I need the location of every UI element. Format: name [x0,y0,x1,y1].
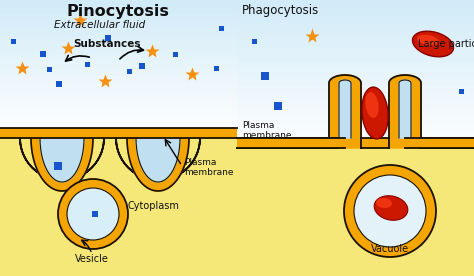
Text: Substances: Substances [73,39,141,49]
Polygon shape [339,80,351,138]
Bar [173,52,179,57]
Ellipse shape [417,35,439,45]
Bar [237,47,474,55]
Text: Phagocytosis: Phagocytosis [242,4,319,17]
Bar [420,138,474,148]
Bar [0,62,237,69]
Bar [237,86,474,94]
Bar [237,148,474,156]
Bar [0,21,237,28]
Text: Large particle: Large particle [418,39,474,49]
Ellipse shape [374,196,408,220]
Bar [237,117,474,125]
Ellipse shape [362,87,388,139]
Bar [47,67,53,71]
Wedge shape [116,138,200,180]
Bar [0,55,237,62]
Bar [361,138,389,148]
Bar [237,31,474,39]
Bar [0,104,237,110]
Text: Pinocytosis: Pinocytosis [66,4,169,19]
Polygon shape [136,138,180,182]
Bar [0,117,237,124]
Bar [237,138,337,148]
Bar [237,148,474,276]
Bar [237,94,474,101]
Polygon shape [40,138,84,182]
Bar [0,76,237,83]
Bar [237,78,474,86]
Bar [85,62,91,67]
Bar [405,138,474,148]
Bar [92,211,98,217]
Bar [0,41,237,48]
Bar [0,69,237,76]
Text: Vacuole: Vacuole [371,244,409,254]
Bar [237,132,474,140]
Bar [237,16,474,23]
Polygon shape [389,75,421,148]
Ellipse shape [365,92,379,118]
Bar [0,128,237,138]
Text: Plasma
membrane: Plasma membrane [242,121,292,140]
Ellipse shape [412,31,454,57]
Bar [237,23,474,31]
Bar [0,83,237,90]
Bar [0,131,237,138]
Circle shape [58,179,128,249]
Bar [0,48,237,55]
Bar [0,97,237,104]
Bar [0,0,237,7]
Bar [237,140,474,148]
Text: Plasma
membrane: Plasma membrane [184,158,234,177]
Bar [237,8,474,16]
Bar [0,124,237,131]
Polygon shape [31,138,93,191]
Bar [237,125,474,132]
Bar [237,101,474,109]
Bar [237,55,474,62]
Bar [237,39,474,47]
Wedge shape [20,138,104,180]
Bar [0,28,237,34]
Bar [253,38,257,44]
Bar [219,25,225,31]
Polygon shape [329,75,361,148]
Bar [237,62,474,70]
Polygon shape [127,138,189,191]
Bar [237,138,345,148]
Bar [237,70,474,78]
Bar [11,38,17,44]
Circle shape [344,165,436,257]
Bar [237,0,474,8]
Text: Vesicle: Vesicle [75,254,109,264]
Bar [459,89,465,94]
Circle shape [67,188,119,240]
Polygon shape [399,80,411,138]
Text: Extracellular fluid: Extracellular fluid [55,20,146,30]
Bar [237,156,474,276]
Bar [0,138,237,276]
Bar [215,65,219,70]
Bar [237,109,474,117]
Bar [0,110,237,117]
Text: Cytoplasm: Cytoplasm [128,201,180,211]
Circle shape [354,175,426,247]
Bar [128,68,133,73]
Bar [0,90,237,97]
Ellipse shape [376,198,392,208]
Bar [0,138,237,276]
Bar [0,14,237,21]
Bar [0,7,237,14]
Bar [0,34,237,41]
